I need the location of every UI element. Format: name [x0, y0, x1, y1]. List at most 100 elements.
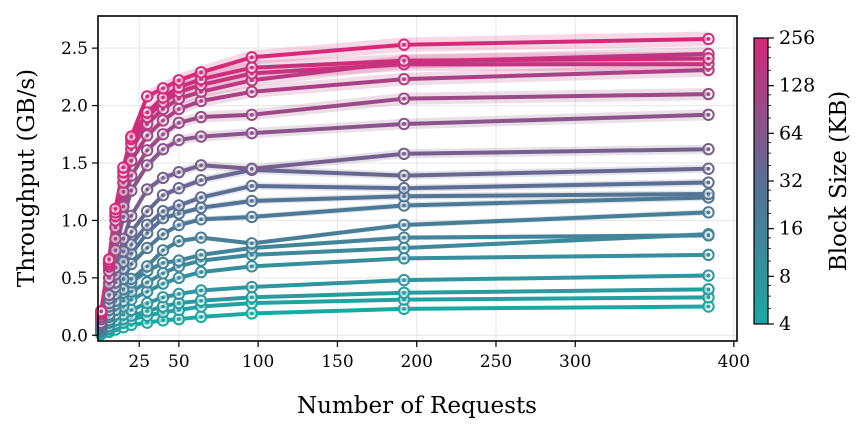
data-point-dot [161, 271, 165, 276]
x-tick-label: 150 [321, 352, 353, 372]
x-ticks: 25 50 100 150 200 250 300 400 [128, 341, 750, 372]
data-point-dot [121, 189, 126, 194]
data-point-dot [402, 278, 406, 282]
data-point-dot [250, 295, 254, 300]
data-point-dot [177, 317, 181, 321]
data-point-dot [706, 180, 711, 185]
data-point-dot [177, 121, 181, 125]
colorbar-tick-label: 256 [779, 27, 815, 49]
data-point-dot [250, 215, 254, 219]
data-point-dot [145, 289, 149, 294]
data-point-dot [161, 281, 165, 286]
data-point-dot [199, 288, 203, 293]
data-point-dot [177, 138, 181, 142]
y-tick-label: 2.0 [61, 97, 88, 117]
colorbar-tick-label: 64 [779, 122, 803, 144]
colorbar [753, 37, 769, 325]
data-point-dot [121, 249, 126, 254]
data-point-dot [129, 251, 134, 256]
data-point-dot [129, 297, 134, 302]
data-point-dot [121, 236, 126, 241]
data-point-dot [706, 295, 711, 300]
data-point-dot [706, 210, 711, 215]
data-point-dot [129, 214, 134, 218]
data-point-dot [121, 204, 126, 209]
data-point-dot [161, 232, 165, 236]
data-point-dot [145, 301, 149, 305]
data-point-dot [129, 277, 134, 281]
data-point-dot [706, 304, 711, 309]
y-tick-label: 0.0 [61, 326, 88, 346]
data-point-dot [161, 132, 165, 137]
data-point-dot [121, 312, 126, 317]
data-point-dot [706, 253, 711, 257]
data-point-dot [161, 261, 165, 265]
data-point-dot [161, 86, 165, 91]
data-point-dot [161, 318, 165, 323]
data-point-dot [121, 287, 126, 292]
data-point-dot [402, 42, 406, 47]
data-point-dot [129, 134, 134, 139]
data-point-dot [145, 264, 149, 269]
data-point-dot [250, 89, 254, 94]
data-point-dot [402, 235, 406, 240]
data-point-dot [121, 165, 126, 170]
data-point-dot [199, 253, 203, 257]
data-point-dot [161, 193, 165, 197]
data-point-dot [706, 147, 711, 152]
data-point-dot [250, 55, 254, 60]
colorbar-tick-label: 32 [779, 170, 803, 192]
data-point-dot [145, 209, 149, 214]
data-point-dot [706, 37, 711, 41]
data-point-dot [250, 311, 254, 316]
data-point-dot [706, 112, 711, 117]
data-point-dot [145, 187, 149, 192]
data-point-dot [145, 163, 149, 168]
y-axis-label: Throughput (GB/s) [14, 69, 40, 287]
plot-frame [97, 15, 738, 342]
data-point-dot [402, 223, 406, 227]
data-point-dot [121, 259, 126, 264]
data-point-dot [706, 273, 711, 278]
colorbar-tick-label: 8 [779, 265, 791, 287]
data-point-dot [177, 78, 181, 83]
data-point-dot [161, 147, 165, 152]
data-point-dot [121, 277, 126, 281]
data-point-dot [177, 276, 181, 280]
colorbar-tick-label: 128 [779, 75, 815, 97]
data-point-dot [99, 309, 103, 313]
data-point-dot [250, 241, 254, 246]
data-point-dot [177, 203, 181, 208]
data-point-dot [199, 195, 203, 200]
data-point-dot [161, 176, 165, 180]
data-point-dot [145, 280, 149, 285]
data-point-dot [402, 194, 406, 199]
data-point-dot [145, 94, 149, 99]
data-point-dot [402, 186, 406, 191]
data-point-dot [107, 257, 111, 262]
data-point-dot [402, 96, 406, 101]
data-point-dot [113, 248, 118, 253]
data-point-dot [250, 112, 254, 117]
data-point-dot [145, 110, 149, 115]
data-point-dot [199, 235, 203, 240]
data-point-dot [706, 92, 711, 96]
data-point-dot [199, 315, 203, 319]
data-point-dot [177, 223, 181, 227]
data-point-dot [161, 295, 165, 300]
data-point-dot [402, 246, 406, 250]
data-point-dot [706, 233, 711, 238]
data-point-dot [199, 99, 203, 103]
data-point-dot [145, 246, 149, 250]
data-point-dot [250, 131, 254, 135]
data-point-dot [129, 308, 134, 312]
x-tick-label: 400 [718, 352, 750, 372]
data-point-dot [145, 223, 149, 227]
data-point-dot [121, 299, 126, 303]
data-point-dot [402, 173, 406, 178]
data-point-dot [250, 264, 254, 269]
x-tick-label: 200 [400, 352, 432, 372]
data-point-dot [402, 203, 406, 208]
data-point-dot [706, 287, 711, 292]
